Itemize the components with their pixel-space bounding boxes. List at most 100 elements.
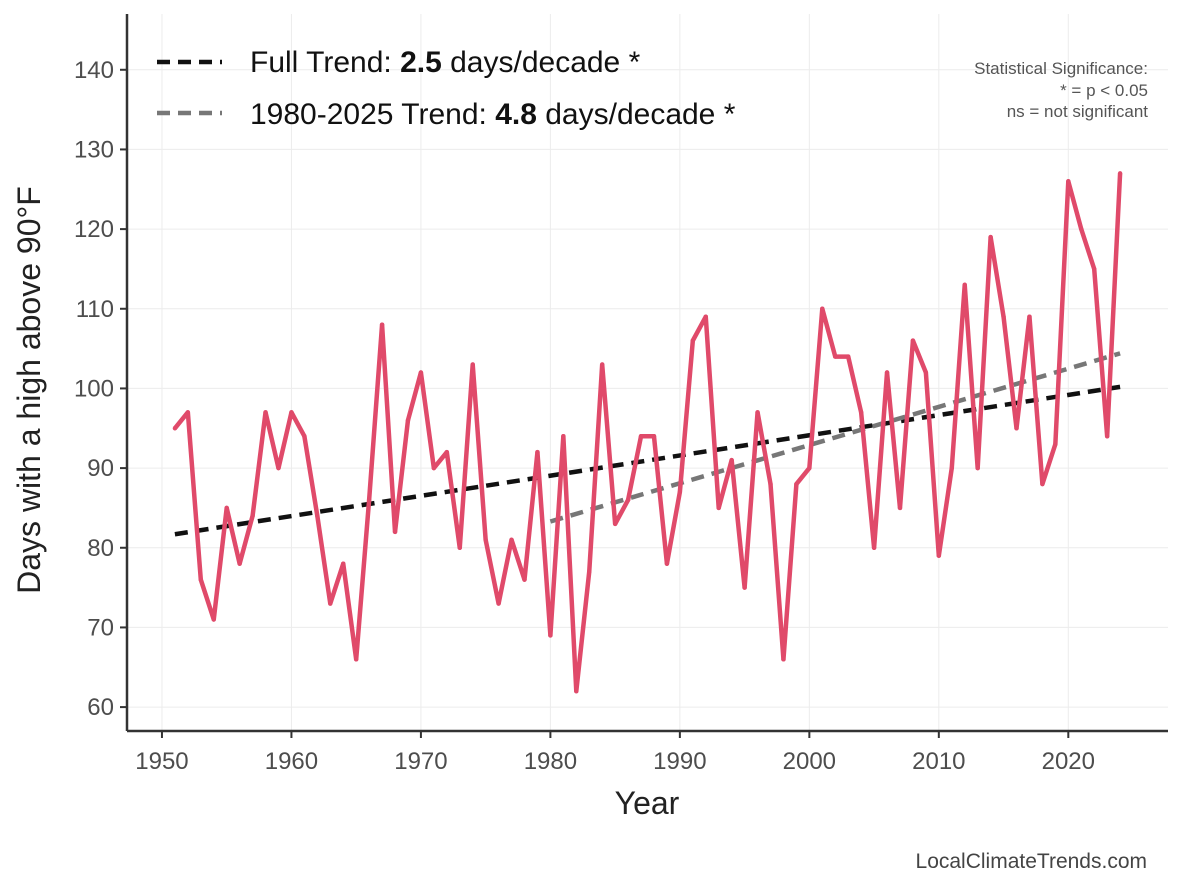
data-point — [1117, 171, 1123, 176]
data-point — [612, 521, 618, 527]
data-point — [1079, 226, 1084, 232]
data-point — [522, 577, 527, 582]
data-point — [975, 465, 980, 471]
y-tick-label: 60 — [87, 694, 114, 721]
data-point — [703, 314, 708, 319]
x-tick-label: 1980 — [524, 748, 577, 775]
legend-full-trend-prefix: Full Trend: — [250, 46, 400, 79]
data-point — [833, 354, 838, 359]
data-point — [444, 449, 450, 455]
legend-full-trend-suffix: days/decade * — [442, 46, 641, 79]
data-point — [794, 481, 799, 487]
legend: Full Trend: 2.5 days/decade * 1980-2025 … — [157, 46, 736, 131]
data-point — [1066, 179, 1071, 184]
data-point — [820, 306, 825, 311]
data-point — [379, 322, 385, 327]
data-point — [1040, 481, 1045, 487]
data-point — [936, 553, 942, 558]
y-tick-label: 100 — [74, 375, 114, 402]
axes — [125, 14, 1168, 733]
data-point — [910, 338, 916, 343]
credit-text: LocalClimateTrends.com — [916, 850, 1147, 873]
y-tick-label: 120 — [74, 216, 114, 243]
y-tick-label: 110 — [76, 296, 114, 323]
data-point — [263, 410, 268, 415]
data-point — [172, 426, 178, 431]
data-point — [845, 354, 851, 359]
significance-note: Statistical Significance: * = p < 0.05 n… — [974, 59, 1148, 121]
data-point — [638, 434, 644, 439]
significance-line-1: Statistical Significance: — [974, 59, 1148, 78]
data-point — [535, 449, 540, 455]
data-point — [1014, 426, 1019, 431]
legend-full-trend-value: 2.5 — [400, 46, 442, 79]
x-tick-label: 1990 — [653, 748, 706, 775]
data-point — [315, 513, 320, 519]
y-tick-label: 90 — [87, 455, 114, 482]
data-point — [625, 497, 631, 503]
x-tick-label: 1960 — [265, 748, 318, 775]
trend-line-full — [174, 384, 1121, 537]
data-point — [884, 370, 890, 375]
data-point — [587, 569, 592, 574]
significance-line-2: * = p < 0.05 — [1060, 81, 1148, 100]
data-point — [496, 601, 501, 606]
data-point — [353, 657, 359, 662]
y-tick-label: 80 — [87, 535, 114, 562]
legend-1980-trend-prefix: 1980-2025 Trend: — [250, 98, 495, 131]
data-point — [949, 465, 954, 471]
data-point — [664, 561, 670, 566]
data-point — [871, 545, 877, 550]
data-point — [418, 370, 424, 375]
series-line — [173, 173, 1123, 694]
data-point — [651, 434, 657, 439]
legend-label-full-trend: Full Trend: 2.5 days/decade * — [250, 46, 641, 79]
data-point — [548, 633, 553, 638]
y-axis-ticks: 60 70 80 90 100 110 120 130 140 — [74, 57, 127, 721]
data-point — [250, 513, 255, 519]
data-point — [405, 418, 411, 423]
data-point — [962, 282, 967, 288]
data-point — [807, 465, 812, 471]
legend-1980-trend-suffix: days/decade * — [537, 98, 736, 131]
data-point — [1001, 314, 1006, 319]
data-point — [742, 585, 747, 590]
data-point — [561, 434, 566, 439]
data-point — [1091, 266, 1097, 272]
legend-label-1980-trend: 1980-2025 Trend: 4.8 days/decade * — [250, 98, 736, 131]
x-tick-label: 1950 — [135, 748, 188, 775]
data-point — [509, 537, 514, 542]
data-point — [574, 688, 579, 694]
data-point — [392, 529, 398, 535]
data-point — [755, 410, 760, 415]
x-axis-title: Year — [615, 785, 680, 821]
data-point — [716, 505, 721, 511]
data-point — [457, 545, 462, 550]
data-point — [483, 537, 488, 542]
y-tick-label: 140 — [74, 57, 114, 84]
data-point — [897, 505, 903, 511]
x-tick-label: 2010 — [912, 748, 965, 775]
trend-line-1980-2025 — [549, 351, 1121, 524]
significance-line-3: ns = not significant — [1007, 102, 1149, 121]
data-point — [1053, 442, 1058, 447]
data-point — [237, 561, 242, 566]
data-point — [302, 434, 307, 439]
data-point — [988, 234, 993, 240]
data-point — [431, 465, 437, 471]
data-point — [328, 601, 333, 606]
data-point — [690, 338, 696, 343]
y-axis-title: Days with a high above 90°F — [11, 186, 47, 594]
data-point — [224, 505, 229, 511]
data-point — [923, 370, 929, 375]
data-point — [768, 481, 773, 487]
data-point — [1027, 314, 1032, 319]
data-point — [599, 362, 605, 367]
data-point — [276, 465, 281, 471]
legend-1980-trend-value: 4.8 — [495, 98, 537, 131]
data-point — [211, 617, 216, 622]
data-point — [677, 489, 683, 495]
data-point — [185, 410, 191, 415]
trend-lines — [174, 351, 1121, 537]
y-tick-label: 130 — [74, 136, 114, 163]
